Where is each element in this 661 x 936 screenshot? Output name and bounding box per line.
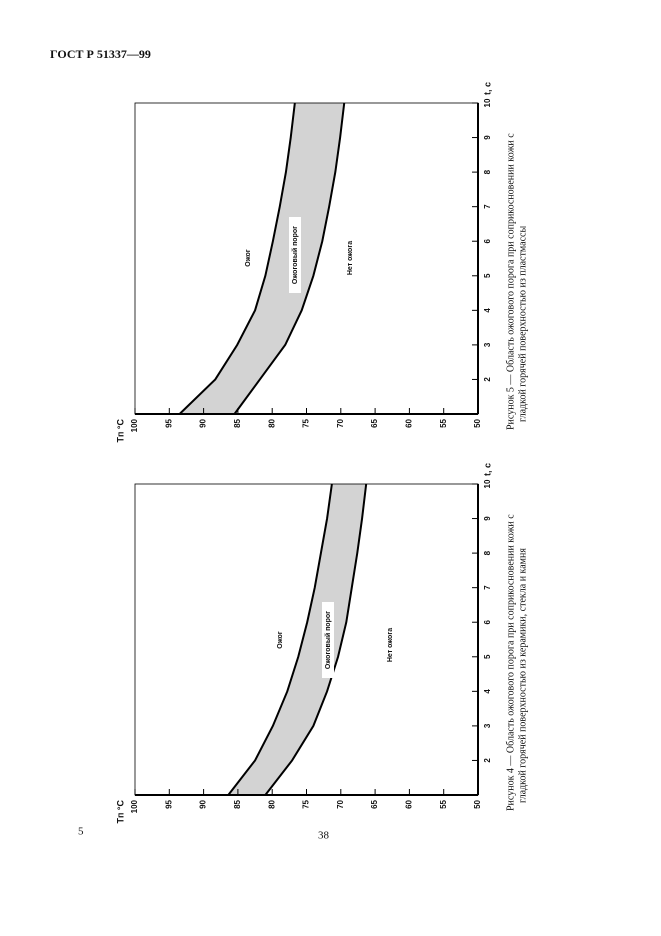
- x-tick-label: 4: [483, 689, 492, 694]
- y-tick-label: 60: [405, 799, 414, 808]
- page-number: 38: [318, 830, 330, 842]
- y-tick-label: 70: [336, 799, 345, 808]
- figure-caption: гладкой горячей поверхностью из керамики…: [517, 548, 528, 803]
- y-tick-label: 95: [164, 418, 173, 427]
- y-tick-label: 80: [267, 418, 276, 427]
- figure-caption: гладкой горячей поверхностью из пластмас…: [517, 226, 528, 422]
- threshold-band: [228, 484, 367, 795]
- figure: 100 95 90 85 80 75 70 65 60 55 50 2 3 4 5 6 7 8 9 10 Tп °С t,…: [115, 463, 528, 824]
- y-tick-label: 85: [233, 418, 242, 427]
- annotation-box: [289, 217, 301, 293]
- x-tick-label: 9: [483, 135, 492, 140]
- region-label: Ожоговый порог: [324, 611, 332, 669]
- annotation-box: [322, 602, 334, 678]
- figure-caption: Рисунок 5 — Область ожогового порога при…: [505, 133, 516, 430]
- x-tick-label: 7: [483, 204, 492, 209]
- y-tick-label: 65: [370, 799, 379, 808]
- region-label: Нет ожога: [387, 628, 394, 662]
- x-tick-label: 8: [483, 169, 492, 174]
- y-tick-label: 75: [302, 418, 311, 427]
- region-label: Ожог: [245, 249, 252, 267]
- threshold-curve: [178, 102, 296, 415]
- x-tick-label: 2: [483, 758, 492, 763]
- x-tick-label: 7: [483, 585, 492, 590]
- side-number: 5: [78, 826, 84, 838]
- y-axis-label: Tп °С: [115, 419, 125, 443]
- region-label: Нет ожога: [347, 241, 354, 275]
- x-tick-label: 4: [483, 308, 492, 313]
- y-tick-label: 70: [336, 418, 345, 427]
- threshold-band: [179, 103, 345, 414]
- threshold-curve: [264, 483, 368, 796]
- header-title: ГОСТ Р 51337—99: [50, 47, 151, 61]
- figure: 100 95 90 85 80 75 70 65 60 55 50 2 3 4 5 6 7 8 9 10 Tп °С t,…: [115, 82, 528, 443]
- y-tick-label: 50: [473, 799, 482, 808]
- threshold-curve: [227, 483, 333, 796]
- y-tick-label: 85: [233, 799, 242, 808]
- y-tick-label: 90: [199, 799, 208, 808]
- y-tick-label: 55: [439, 799, 448, 808]
- x-tick-label: 5: [483, 654, 492, 659]
- y-tick-label: 50: [473, 418, 482, 427]
- region-label: Ожог: [277, 631, 284, 649]
- y-tick-label: 65: [370, 418, 379, 427]
- y-tick-label: 95: [164, 799, 173, 808]
- x-tick-label: 10: [483, 98, 492, 107]
- y-tick-label: 80: [267, 799, 276, 808]
- y-tick-label: 100: [130, 799, 139, 813]
- x-axis-label: t, с: [482, 463, 492, 476]
- x-tick-label: 8: [483, 550, 492, 555]
- y-tick-label: 90: [199, 418, 208, 427]
- x-tick-label: 10: [483, 479, 492, 488]
- x-tick-label: 3: [483, 342, 492, 347]
- y-tick-label: 75: [302, 799, 311, 808]
- y-tick-label: 60: [405, 418, 414, 427]
- region-label: Ожоговый порог: [291, 226, 299, 284]
- x-tick-label: 5: [483, 273, 492, 278]
- threshold-curve: [233, 102, 346, 415]
- figure-caption: Рисунок 4 — Область ожогового порога при…: [505, 514, 516, 811]
- x-axis-label: t, с: [482, 82, 492, 95]
- x-tick-label: 6: [483, 619, 492, 624]
- y-tick-label: 55: [439, 418, 448, 427]
- x-tick-label: 2: [483, 377, 492, 382]
- x-tick-label: 3: [483, 723, 492, 728]
- x-tick-label: 9: [483, 516, 492, 521]
- y-axis-label: Tп °С: [115, 800, 125, 824]
- y-tick-label: 100: [130, 418, 139, 432]
- x-tick-label: 6: [483, 238, 492, 243]
